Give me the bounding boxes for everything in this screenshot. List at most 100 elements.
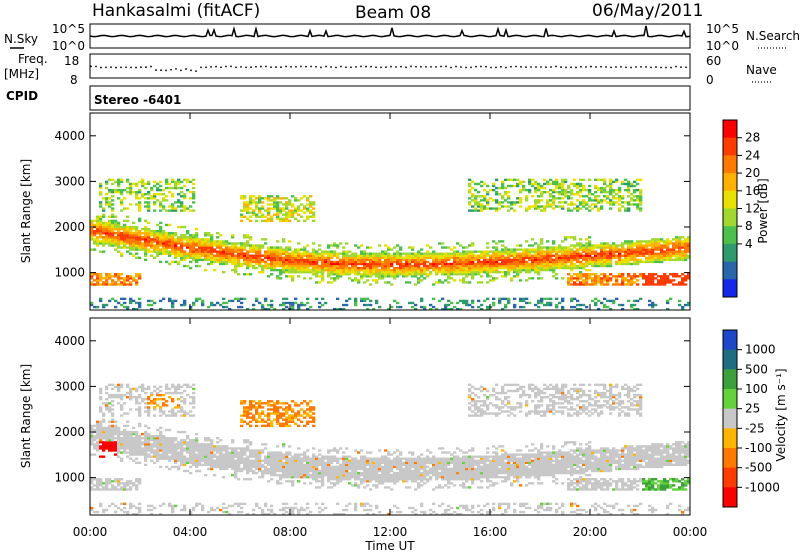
velocity-cell bbox=[120, 447, 124, 450]
power-cell bbox=[531, 254, 535, 257]
power-cell bbox=[369, 262, 373, 266]
power-cell bbox=[510, 252, 514, 255]
power-cell bbox=[471, 205, 475, 208]
power-cell bbox=[666, 258, 670, 262]
velocity-cell bbox=[195, 457, 199, 460]
velocity-cell bbox=[123, 443, 127, 446]
power-cell bbox=[120, 273, 124, 276]
power-cell bbox=[303, 252, 307, 255]
power-cell bbox=[594, 184, 598, 188]
power-cell bbox=[573, 273, 577, 276]
power-cell bbox=[261, 258, 265, 262]
velocity-cell bbox=[129, 445, 133, 448]
velocity-cell bbox=[177, 453, 181, 456]
velocity-cell bbox=[138, 422, 142, 426]
power-cell bbox=[465, 299, 469, 303]
velocity-cell bbox=[177, 459, 181, 462]
power-cell bbox=[279, 258, 283, 262]
power-cell bbox=[618, 244, 622, 247]
power-cell bbox=[117, 279, 121, 282]
velocity-cell bbox=[90, 434, 94, 438]
power-cell bbox=[657, 256, 661, 259]
power-cell bbox=[591, 250, 595, 253]
power-cell bbox=[345, 268, 349, 272]
velocity-cell bbox=[90, 508, 94, 512]
power-cell bbox=[492, 303, 496, 307]
velocity-cell bbox=[198, 449, 202, 452]
power-cell bbox=[177, 178, 181, 182]
power-cell bbox=[495, 186, 499, 190]
power-cell bbox=[426, 244, 430, 247]
power-cell bbox=[504, 271, 508, 274]
velocity-cell bbox=[138, 424, 142, 428]
power-cell bbox=[459, 271, 463, 274]
velocity-cell bbox=[177, 447, 181, 450]
power-cell bbox=[102, 305, 106, 309]
velocity-cell bbox=[186, 451, 190, 454]
velocity-cell bbox=[93, 439, 97, 442]
power-cell bbox=[555, 256, 559, 259]
power-cell bbox=[636, 283, 640, 286]
velocity-cell bbox=[123, 441, 127, 444]
velocity-cell bbox=[129, 449, 133, 452]
velocity-cell bbox=[141, 398, 145, 401]
power-cell bbox=[132, 238, 136, 241]
power-cell bbox=[186, 232, 190, 235]
power-cell bbox=[267, 219, 271, 223]
power-cell bbox=[102, 229, 106, 233]
velocity-cell bbox=[126, 482, 130, 485]
power-cell bbox=[111, 238, 115, 241]
power-cell bbox=[507, 258, 511, 262]
power-cell bbox=[267, 266, 271, 270]
power-cell bbox=[405, 260, 409, 264]
power-cell bbox=[600, 277, 604, 280]
power-cell bbox=[225, 246, 229, 249]
power-cell bbox=[243, 236, 247, 239]
power-cell bbox=[642, 273, 646, 276]
power-cell bbox=[516, 178, 520, 182]
power-cell bbox=[420, 262, 424, 266]
power-cell bbox=[93, 248, 97, 251]
power-cell bbox=[345, 250, 349, 253]
power-cell bbox=[201, 242, 205, 245]
power-cell bbox=[255, 299, 259, 303]
power-cell bbox=[534, 264, 538, 268]
power-cell bbox=[480, 250, 484, 253]
freq-dot bbox=[520, 65, 522, 68]
power-cell bbox=[450, 271, 454, 274]
velocity-cell bbox=[132, 449, 136, 452]
power-cell bbox=[276, 205, 280, 208]
velocity-cell bbox=[159, 426, 163, 430]
velocity-cell bbox=[132, 387, 136, 391]
power-cell bbox=[189, 242, 193, 245]
velocity-cell bbox=[159, 393, 163, 397]
power-cell bbox=[276, 262, 280, 266]
power-cell bbox=[519, 182, 523, 186]
power-cell bbox=[660, 256, 664, 259]
velocity-cell bbox=[99, 408, 103, 411]
power-cell bbox=[345, 242, 349, 245]
power-cell bbox=[234, 262, 238, 266]
velocity-cell bbox=[225, 451, 229, 454]
power-cell bbox=[192, 236, 196, 239]
velocity-cell bbox=[102, 402, 106, 405]
power-cell bbox=[609, 184, 613, 188]
velocity-cell bbox=[111, 488, 115, 491]
power-cell bbox=[174, 256, 178, 259]
power-cell bbox=[180, 303, 184, 307]
power-cell bbox=[93, 279, 97, 282]
velocity-cell bbox=[129, 480, 133, 483]
power-cell bbox=[441, 242, 445, 245]
power-cell bbox=[579, 256, 583, 259]
power-cell bbox=[621, 195, 625, 198]
power-cell bbox=[618, 195, 622, 198]
power-cell bbox=[420, 275, 424, 278]
power-cell bbox=[339, 275, 343, 278]
power-cell bbox=[630, 199, 634, 202]
velocity-cell bbox=[159, 389, 163, 393]
power-cell bbox=[372, 260, 376, 264]
power-cell bbox=[453, 268, 457, 272]
velocity-cell bbox=[102, 426, 106, 430]
power-cell bbox=[585, 207, 589, 210]
power-cell bbox=[165, 244, 169, 247]
